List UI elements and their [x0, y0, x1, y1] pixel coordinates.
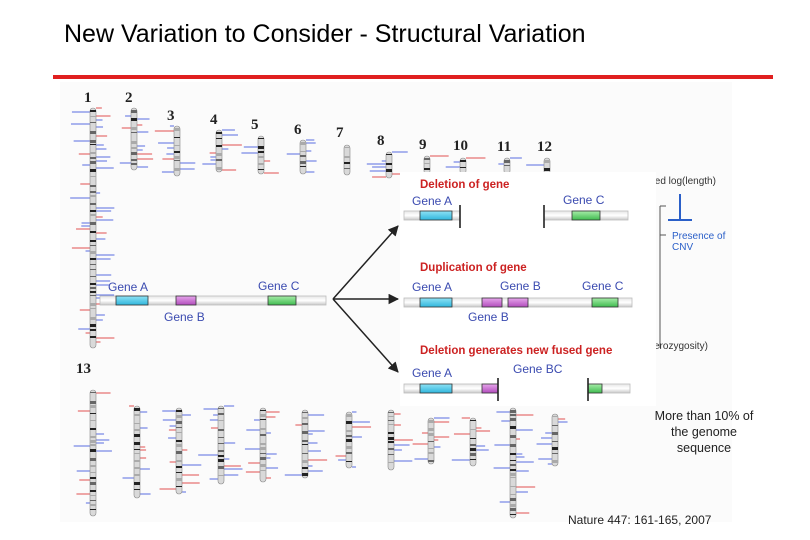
duplication-gene-c-block: [591, 297, 619, 308]
duplication-gene-b-label-top: Gene B: [500, 279, 541, 293]
legend-area: aled log(length) Presence of CNV erozygo…: [647, 176, 726, 352]
chromosome-13: [73, 389, 112, 517]
fused-gene-b-block: [481, 383, 499, 394]
chromosome-2: [119, 107, 154, 171]
duplication-gene-b-label-bottom: Gene B: [468, 310, 509, 324]
panel-fused-title: Deletion generates new fused gene: [420, 345, 612, 357]
chromosome-14: [122, 405, 151, 499]
legend-scaled-log-length: aled log(length): [647, 176, 716, 187]
chromosome-12: [526, 157, 551, 175]
chromosome-label-11: 11: [497, 139, 511, 155]
fused-gene-c-block: [587, 383, 603, 394]
chromosome-label-3: 3: [167, 108, 175, 124]
chromosome-label-1: 1: [84, 90, 92, 106]
chromosome-10: [445, 157, 486, 175]
chromosome-label-12: 12: [537, 139, 552, 155]
source-gene-c-block: [267, 295, 297, 306]
chromosome-ideograms: [70, 107, 568, 519]
duplication-gene-b-block-2: [507, 297, 529, 308]
chromosome-label-9: 9: [419, 137, 427, 153]
chromosome-22: [451, 417, 491, 467]
chromosome-1: [70, 107, 116, 349]
duplication-gene-a-block: [419, 297, 453, 308]
panel-deletion-of-gene: Deletion of gene Gene A Gene C: [403, 179, 629, 228]
citation: Nature 447: 161-165, 2007: [568, 513, 712, 527]
duplication-gene-b-block-1: [481, 297, 503, 308]
duplication-gene-a-label: Gene A: [412, 280, 452, 294]
chromosome-19: [335, 411, 372, 469]
chromosome-6: [286, 139, 317, 175]
legend-heterozygosity: erozygosity): [654, 341, 708, 352]
chromosome-16: [198, 405, 243, 485]
chromosome-5: [241, 135, 279, 175]
arrow-to-fusion: [332, 298, 399, 373]
chromosome-label-5: 5: [251, 117, 259, 133]
chromosome-label-2: 2: [125, 90, 133, 106]
panel-duplication-title: Duplication of gene: [420, 262, 527, 274]
fused-gene-a-block: [419, 383, 453, 394]
chromosome-label-13: 13: [76, 361, 91, 377]
fused-gene-a-label: Gene A: [412, 366, 452, 380]
duplication-gene-c-label: Gene C: [582, 279, 624, 293]
chromosome-label-4: 4: [210, 112, 218, 128]
chromosome-labels: 1 2 3 4 5 6 7 8 9 10 11 12 13: [76, 90, 552, 377]
chromosome-15: [159, 407, 202, 495]
deletion-gene-a-block: [419, 210, 453, 221]
genome-percentage-note: More than 10% of the genome sequence: [654, 409, 754, 455]
chromosome-label-8: 8: [377, 133, 385, 149]
source-gene-a-label: Gene A: [108, 280, 148, 294]
panel-deletion-title: Deletion of gene: [420, 179, 509, 191]
legend-presence-of-cnv: Presence of: [672, 231, 726, 242]
deletion-gene-c-block: [571, 210, 601, 221]
deletion-gene-c-label: Gene C: [563, 193, 605, 207]
slide-title: New Variation to Consider - Structural V…: [64, 20, 586, 48]
deletion-gene-a-label: Gene A: [412, 194, 452, 208]
source-gene-c-label: Gene C: [258, 279, 300, 293]
source-gene-b-block: [175, 295, 197, 306]
fused-gene-bc-label: Gene BC: [513, 362, 563, 376]
source-gene-b-label: Gene B: [164, 310, 205, 324]
arrows: [332, 225, 400, 373]
chromosome-x: [493, 407, 536, 519]
panel-fused-gene: Deletion generates new fused gene Gene A…: [403, 345, 631, 401]
chromosome-4: [202, 129, 242, 173]
arrow-to-deletion: [332, 225, 399, 300]
chromosome-21: [412, 417, 450, 465]
chromosome-20: [387, 409, 413, 471]
title-divider: [53, 75, 773, 79]
source-chromosome: Gene A Gene B Gene C: [99, 279, 327, 324]
chromosome-label-6: 6: [294, 122, 302, 138]
source-gene-a-block: [115, 295, 149, 306]
chromosome-8: [366, 151, 408, 179]
chromosome-3: [154, 125, 196, 177]
chromosome-label-10: 10: [453, 138, 468, 154]
chromosome-y: [536, 413, 568, 467]
chromosome-label-7: 7: [336, 125, 344, 141]
chromosome-18: [284, 409, 328, 479]
panel-duplication-of-gene: Duplication of gene Gene A Gene B Gene C…: [403, 262, 633, 324]
legend-cnv: CNV: [672, 242, 693, 253]
chromosome-17: [244, 407, 280, 483]
chromosome-7: [343, 144, 351, 176]
